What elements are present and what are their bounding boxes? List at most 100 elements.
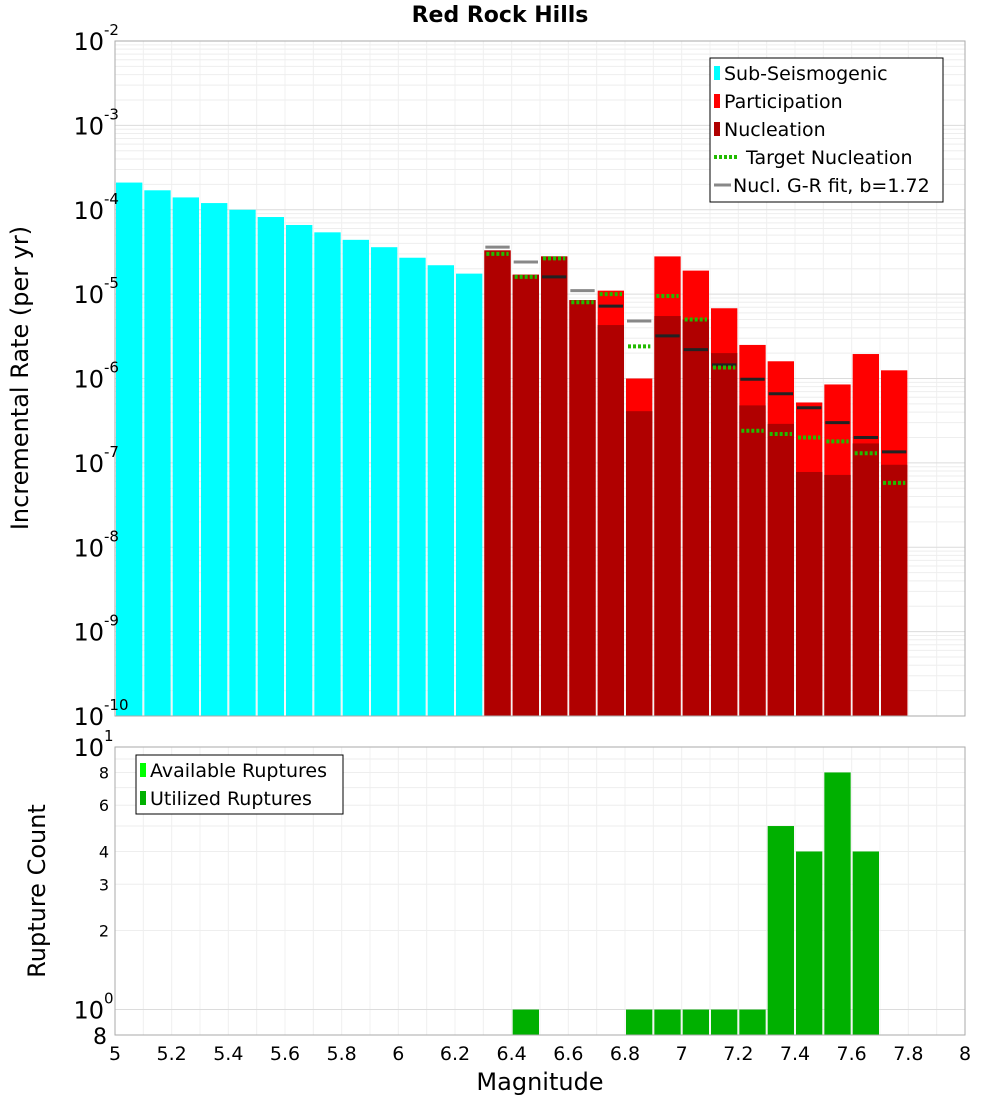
bar-sub-seismogenic: [116, 182, 143, 716]
bottom-y-minor-tick-label: 6: [99, 796, 109, 815]
bar-utilized-ruptures: [767, 826, 794, 1035]
bottom-y-min-tick-label: 8: [93, 1025, 107, 1050]
bottom-y-minor-tick-label: 8: [99, 763, 109, 782]
top-y-tick-label: 10: [73, 703, 104, 731]
bar-nucleation: [881, 464, 908, 716]
bar-sub-seismogenic: [144, 190, 171, 716]
bar-utilized-ruptures: [824, 772, 851, 1035]
top-y-axis-label: Incremental Rate (per yr): [6, 226, 34, 530]
top-y-tick-exponent: -10: [104, 696, 129, 714]
bottom-y-minor-tick-label: 3: [99, 875, 109, 894]
bar-nucleation: [512, 274, 539, 716]
legend-label-sub-seismogenic: Sub-Seismogenic: [724, 63, 888, 85]
bar-nucleation: [569, 300, 596, 716]
bottom-legend: Available Ruptures Utilized Ruptures: [135, 754, 344, 815]
bar-utilized-ruptures: [852, 851, 879, 1035]
bottom-x-tick-label: 5.2: [157, 1043, 187, 1065]
bar-sub-seismogenic: [229, 209, 256, 716]
bottom-x-tick-label: 5.4: [213, 1043, 243, 1065]
bar-sub-seismogenic: [456, 273, 483, 716]
legend-swatch-sub-seismogenic: [714, 66, 720, 80]
top-gridlines: [114, 41, 966, 717]
bar-utilized-ruptures: [682, 1009, 709, 1035]
bar-nucleation: [682, 319, 709, 716]
top-y-tick-label: 10: [73, 534, 104, 562]
top-lines: [485, 245, 907, 485]
bar-sub-seismogenic: [257, 217, 284, 716]
bottom-x-tick-label: 5: [109, 1043, 121, 1065]
top-chart-title: Red Rock Hills: [412, 3, 589, 28]
bottom-y-minor-tick-label: 4: [99, 842, 109, 861]
top-y-tick-exponent: -5: [104, 274, 119, 292]
top-y-tick-label: 10: [73, 197, 104, 225]
bar-nucleation: [626, 411, 653, 716]
bar-nucleation: [541, 256, 568, 716]
bar-utilized-ruptures: [796, 851, 823, 1035]
bottom-x-tick-label: 7.2: [723, 1043, 753, 1065]
bar-sub-seismogenic: [314, 232, 341, 716]
top-y-tick-label: 10: [73, 281, 104, 309]
bar-sub-seismogenic: [427, 265, 454, 716]
bar-sub-seismogenic: [286, 224, 313, 716]
legend-label-target-nucleation: Target Nucleation: [745, 147, 913, 169]
bottom-y-axis-label: Rupture Count: [23, 804, 51, 978]
top-y-tick-label: 10: [73, 450, 104, 478]
bottom-x-tick-label: 6.2: [440, 1043, 470, 1065]
legend-swatch-available-ruptures: [140, 763, 146, 777]
top-y-tick-label: 10: [73, 28, 104, 56]
bar-nucleation: [796, 471, 823, 716]
bar-sub-seismogenic: [201, 203, 228, 716]
bottom-x-tick-label: 7.4: [780, 1043, 810, 1065]
top-y-tick-exponent: -6: [104, 359, 119, 377]
bar-sub-seismogenic: [172, 197, 199, 717]
top-plot-frame: [114, 40, 966, 717]
legend-label-nucleation: Nucleation: [724, 119, 826, 141]
bottom-x-tick-labels: 5 5.2 5.4 5.6 5.8 6 6.2 6.4 6.6 6.8 7 7.2 7.4 7.6 7.8 8: [109, 1043, 971, 1065]
legend-label-available-ruptures: Available Ruptures: [150, 760, 327, 782]
bar-nucleation: [654, 316, 681, 716]
bottom-legend-box: [135, 754, 344, 815]
bar-nucleation: [767, 423, 794, 716]
legend-label-gr-fit: Nucl. G-R fit, b=1.72: [733, 175, 930, 197]
top-legend-box: [709, 57, 944, 203]
bar-utilized-ruptures: [626, 1009, 653, 1035]
bar-nucleation: [597, 325, 624, 716]
bottom-x-tick-label: 5.8: [327, 1043, 357, 1065]
top-y-tick-exponent: -2: [104, 21, 119, 39]
bottom-y-tick-exponent: 1: [104, 727, 114, 745]
bar-sub-seismogenic: [399, 257, 426, 716]
bottom-y-minor-tick-label: 2: [99, 922, 109, 941]
bar-nucleation: [852, 443, 879, 716]
bottom-x-tick-label: 6: [392, 1043, 404, 1065]
top-legend: Sub-Seismogenic Participation Nucleation…: [709, 57, 944, 203]
bottom-x-tick-label: 7.6: [837, 1043, 867, 1065]
bar-nucleation: [824, 474, 851, 716]
bar-utilized-ruptures: [739, 1009, 766, 1035]
bottom-x-axis-label: Magnitude: [476, 1068, 603, 1096]
legend-swatch-utilized-ruptures: [140, 791, 146, 805]
bottom-bars: [512, 772, 879, 1035]
bottom-y-tick-exponent: 0: [104, 990, 114, 1008]
bottom-x-tick-label: 6.8: [610, 1043, 640, 1065]
top-bars: [116, 182, 908, 717]
top-y-tick-label: 10: [73, 112, 104, 140]
legend-swatch-participation: [714, 94, 720, 108]
bar-utilized-ruptures: [711, 1009, 738, 1035]
bottom-x-tick-label: 6.4: [497, 1043, 527, 1065]
top-y-tick-label: 10: [73, 366, 104, 394]
bottom-x-tick-label: 6.6: [553, 1043, 583, 1065]
top-y-tick-exponent: -3: [104, 105, 119, 123]
top-y-tick-label: 10: [73, 619, 104, 647]
legend-label-utilized-ruptures: Utilized Ruptures: [150, 788, 312, 810]
bottom-x-tick-label: 8: [959, 1043, 971, 1065]
bottom-x-tick-label: 5.6: [270, 1043, 300, 1065]
bar-utilized-ruptures: [512, 1009, 539, 1035]
bar-nucleation: [484, 250, 511, 717]
bar-nucleation: [739, 405, 766, 716]
bottom-y-tick-label: 10: [73, 997, 104, 1025]
top-y-tick-exponent: -8: [104, 527, 119, 545]
legend-swatch-nucleation: [714, 122, 720, 136]
